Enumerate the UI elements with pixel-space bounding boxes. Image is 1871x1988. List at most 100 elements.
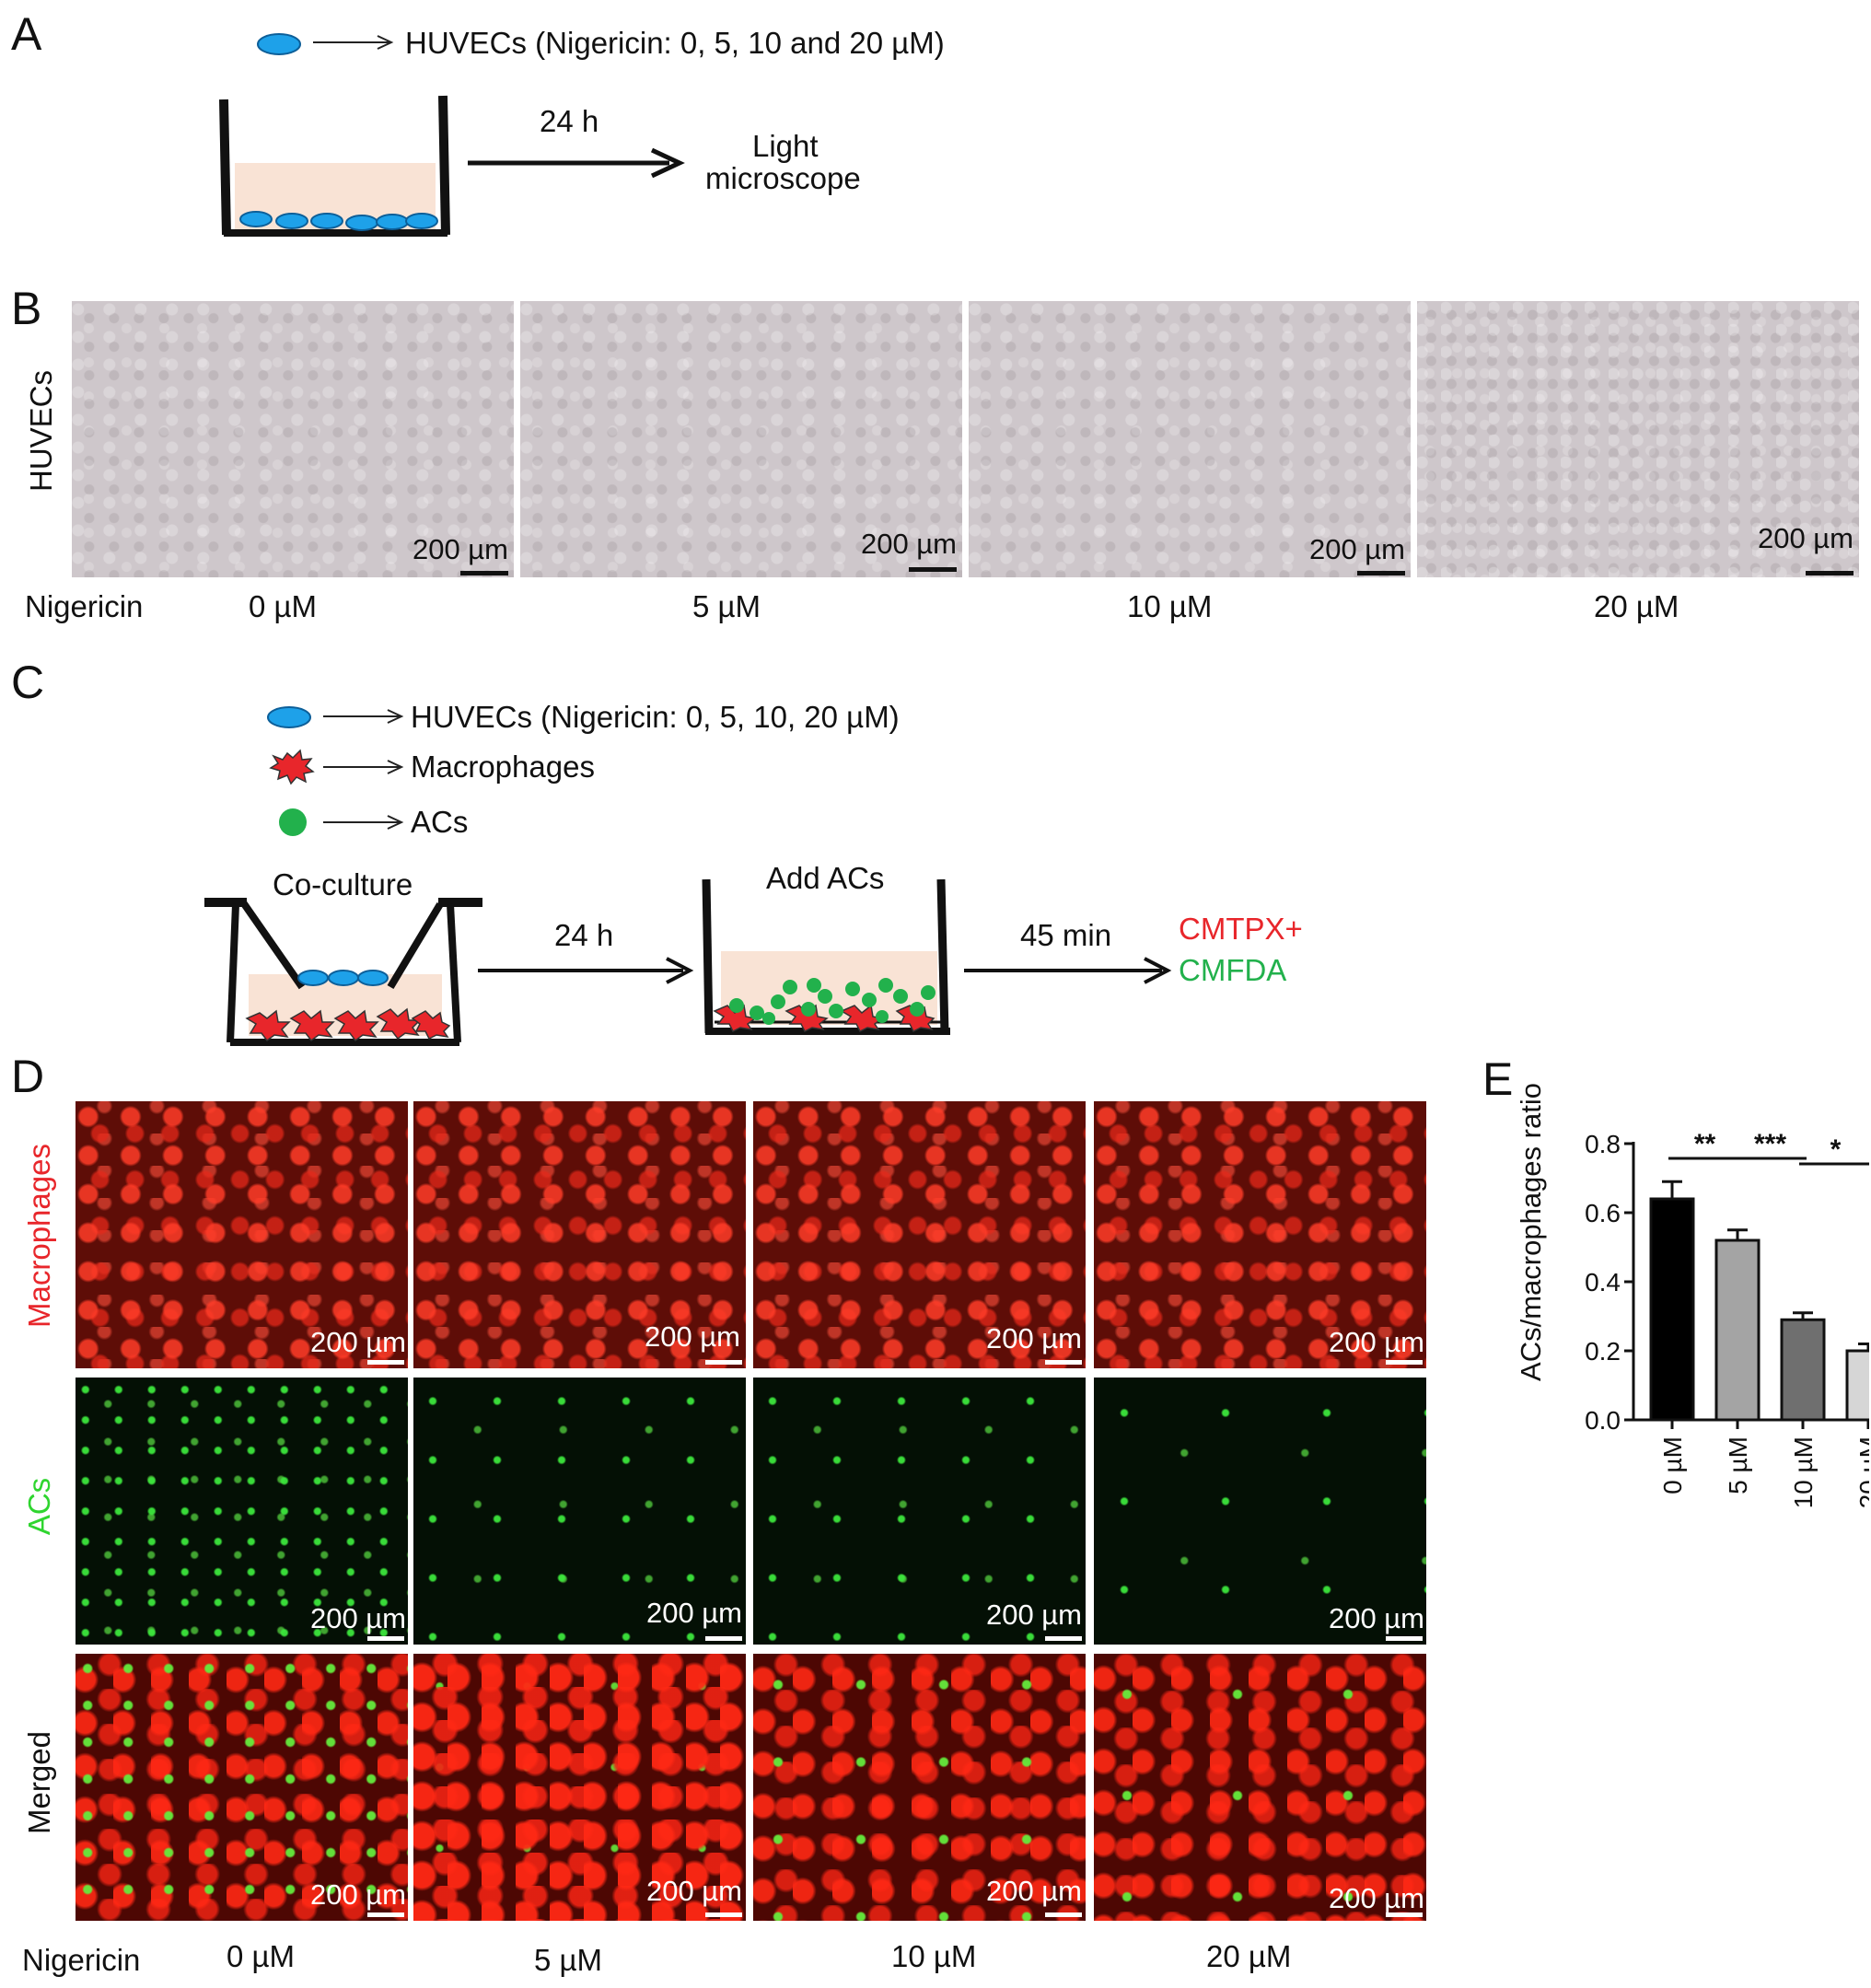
panel-d-col-2: 10 µM: [891, 1939, 977, 1973]
panel-c-stain2: CMFDA: [1179, 953, 1287, 987]
scale-label: 200 µm: [309, 1326, 406, 1358]
acs-image-5um: 200 µm: [413, 1378, 746, 1645]
huvec-cell-icon: [267, 706, 311, 728]
huvec-image-5um: 200 µm: [520, 301, 962, 577]
scale-bar: [367, 1360, 404, 1365]
panel-b-col-0: 0 µM: [249, 589, 318, 623]
scale-bar: [909, 567, 957, 572]
scale-label: 200 µm: [1328, 1326, 1424, 1358]
scale-bar: [1806, 571, 1854, 575]
ratio-bar-chart: 0.00.20.40.60.80 µM 5 µM 10 µM 20 µM** *** *: [1585, 1129, 1869, 1508]
coculture-well: [204, 898, 482, 1046]
merged-image-0um: 200 µm: [76, 1654, 408, 1921]
macrophages-image-0um: 200 µm: [76, 1101, 408, 1368]
add-acs-well: [702, 878, 950, 1035]
panel-a-readout-2: microscope: [705, 161, 861, 195]
x-tick-label: 20 µM: [1854, 1436, 1869, 1508]
panel-d-row-merged: Merged: [22, 1731, 56, 1834]
significance-label: *: [1830, 1134, 1842, 1165]
scale-bar: [705, 1636, 742, 1641]
scale-bar: [705, 1360, 742, 1365]
merged-image-20um: 200 µm: [1094, 1654, 1426, 1921]
x-tick-label: 5 µM: [1724, 1436, 1752, 1494]
y-tick-label: 0.4: [1585, 1268, 1621, 1296]
panel-a-readout-1: Light: [752, 129, 819, 163]
panel-d-col-1: 5 µM: [534, 1943, 603, 1977]
scale-label: 200 µm: [1328, 1882, 1424, 1914]
macrophages-image-20um: 200 µm: [1094, 1101, 1426, 1368]
panel-d-col-0: 0 µM: [227, 1939, 296, 1973]
scale-label: 200 µm: [1328, 1602, 1424, 1634]
panel-c-legend-acs: ACs: [411, 805, 469, 839]
scale-label: 200 µm: [309, 1602, 406, 1634]
panel-c-time1: 24 h: [554, 918, 614, 952]
scale-label: 200 µm: [985, 1599, 1082, 1631]
bar: [1714, 1238, 1761, 1422]
macrophage-icon: [269, 749, 315, 785]
significance-label: ***: [1754, 1129, 1786, 1159]
macrophages-image-5um: 200 µm: [413, 1101, 746, 1368]
huvec-image-20um: 200 µm: [1417, 301, 1859, 577]
scale-bar: [1386, 1912, 1423, 1917]
macrophages-image-10um: 200 µm: [753, 1101, 1086, 1368]
scale-bar: [1045, 1636, 1082, 1641]
y-tick-label: 0.8: [1585, 1130, 1621, 1158]
scale-label: 200 µm: [645, 1875, 742, 1907]
scale-bar: [367, 1912, 404, 1917]
panel-a-letter: A: [11, 8, 42, 60]
scale-label: 200 µm: [1757, 522, 1854, 554]
huvec-image-10um: 200 µm: [969, 301, 1411, 577]
x-tick-label: 0 µM: [1658, 1436, 1687, 1494]
panel-d-col-3: 20 µM: [1206, 1939, 1292, 1973]
panel-b-letter: B: [11, 283, 42, 334]
huvec-cell-icon: [257, 33, 301, 55]
bar: [1845, 1349, 1869, 1422]
panel-c-letter: C: [11, 657, 45, 708]
y-tick-label: 0.0: [1585, 1406, 1621, 1435]
panel-a-time: 24 h: [540, 104, 599, 138]
significance-label: **: [1694, 1129, 1716, 1159]
scale-bar: [1386, 1360, 1423, 1365]
panel-d-row-acs: ACs: [22, 1477, 56, 1536]
scale-bar: [1045, 1360, 1082, 1365]
panel-a-cell-legend: HUVECs (Nigericin: 0, 5, 10 and 20 µM): [405, 26, 945, 60]
panel-d-condition-label: Nigericin: [22, 1943, 141, 1977]
bar: [1780, 1318, 1826, 1422]
y-tick-label: 0.6: [1585, 1199, 1621, 1227]
acs-image-20um: 200 µm: [1094, 1378, 1426, 1645]
merged-image-5um: 200 µm: [413, 1654, 746, 1921]
huvec-image-0um: 200 µm: [72, 301, 514, 577]
panel-c-diagram: [204, 706, 1172, 1046]
scale-label: 200 µm: [860, 528, 957, 560]
scale-bar: [1386, 1636, 1423, 1641]
panel-b-col-1: 5 µM: [692, 589, 761, 623]
panel-d-row-macrophages: Macrophages: [22, 1144, 56, 1328]
scale-label: 200 µm: [644, 1320, 740, 1353]
scale-label: 200 µm: [985, 1322, 1082, 1354]
scale-label: 200 µm: [412, 533, 508, 565]
bar: [1649, 1197, 1695, 1422]
culture-well: [219, 95, 450, 237]
panel-b-col-2: 10 µM: [1127, 589, 1213, 623]
panel-c-add-acs: Add ACs: [766, 861, 885, 895]
panel-c-time2: 45 min: [1020, 918, 1112, 952]
panel-c-legend-huvec: HUVECs (Nigericin: 0, 5, 10, 20 µM): [411, 700, 900, 734]
scale-bar: [1045, 1912, 1082, 1917]
panel-b-col-3: 20 µM: [1594, 589, 1679, 623]
panel-b-row-label: HUVECs: [24, 369, 58, 492]
ac-cell-icon: [279, 808, 307, 836]
scale-bar: [1357, 571, 1405, 575]
scale-bar: [460, 571, 508, 575]
scale-label: 200 µm: [309, 1878, 406, 1911]
scale-bar: [705, 1912, 742, 1917]
panel-c-stain1: CMTPX+: [1179, 912, 1303, 946]
acs-image-10um: 200 µm: [753, 1378, 1086, 1645]
acs-image-0um: 200 µm: [76, 1378, 408, 1645]
panel-a-diagram: [219, 33, 685, 237]
y-tick-label: 0.2: [1585, 1337, 1621, 1366]
scale-label: 200 µm: [985, 1875, 1082, 1907]
panel-e-letter: E: [1482, 1053, 1514, 1105]
panel-d-letter: D: [11, 1051, 45, 1102]
panel-b-condition-label: Nigericin: [25, 589, 144, 623]
x-tick-label: 10 µM: [1789, 1436, 1818, 1508]
